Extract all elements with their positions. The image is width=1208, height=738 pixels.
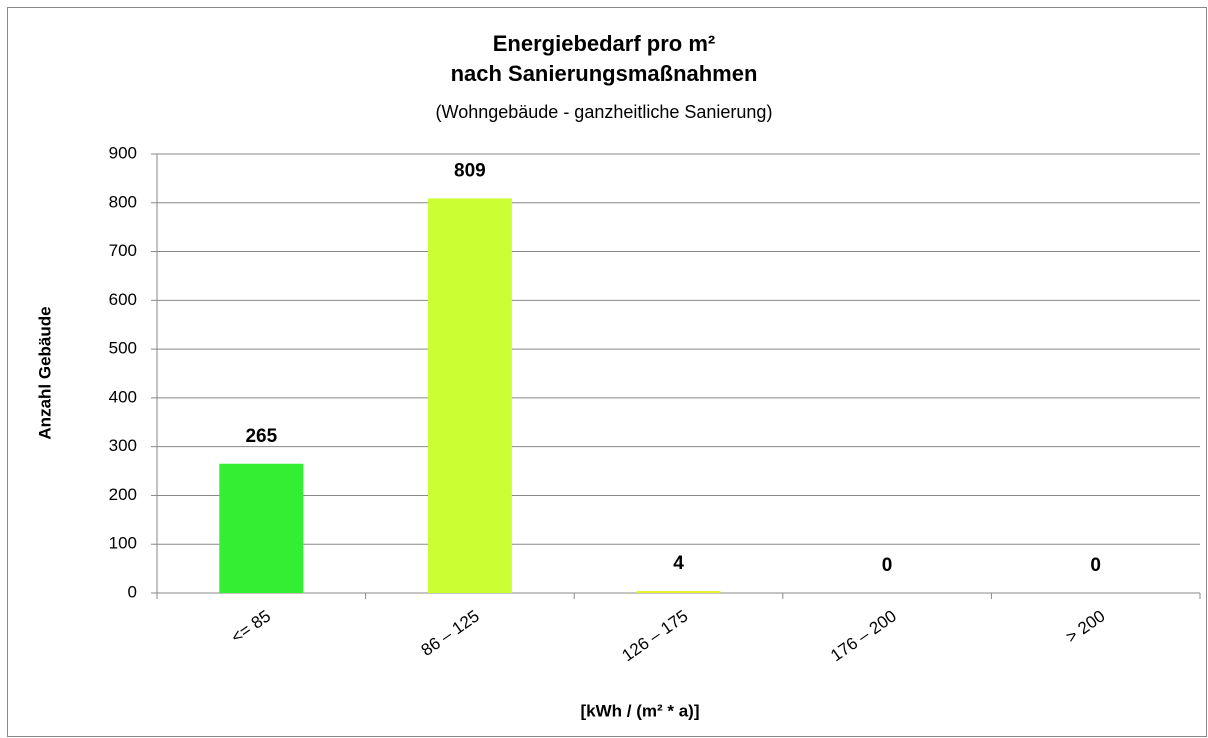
- data-label: 0: [1090, 555, 1101, 576]
- y-tick-label: 300: [109, 436, 137, 455]
- data-label: 0: [882, 555, 893, 576]
- y-tick-label: 100: [109, 534, 137, 553]
- data-label: 809: [454, 160, 486, 181]
- bar: [636, 591, 721, 593]
- y-tick-label: 0: [128, 582, 137, 601]
- y-tick-label: 600: [109, 290, 137, 309]
- y-axis-label: Anzahl Gebäude: [35, 306, 54, 439]
- y-tick-label: 700: [109, 241, 137, 260]
- x-axis-label: [kWh / (m² * a)]: [581, 701, 700, 720]
- y-tick-label: 800: [109, 192, 137, 211]
- chart-frame: [7, 7, 1207, 737]
- y-tick-label: 400: [109, 387, 137, 406]
- bar: [427, 198, 512, 594]
- data-label: 265: [245, 426, 277, 447]
- chart-subtitle: (Wohngebäude - ganzheitliche Sanierung): [436, 102, 773, 122]
- y-tick-label: 500: [109, 339, 137, 358]
- bar: [219, 463, 304, 593]
- chart-title: Energiebedarf pro m²: [493, 31, 715, 56]
- data-label: 4: [673, 553, 684, 574]
- y-tick-label: 200: [109, 485, 137, 504]
- y-tick-label: 900: [109, 143, 137, 162]
- chart-title: nach Sanierungsmaßnahmen: [451, 61, 758, 86]
